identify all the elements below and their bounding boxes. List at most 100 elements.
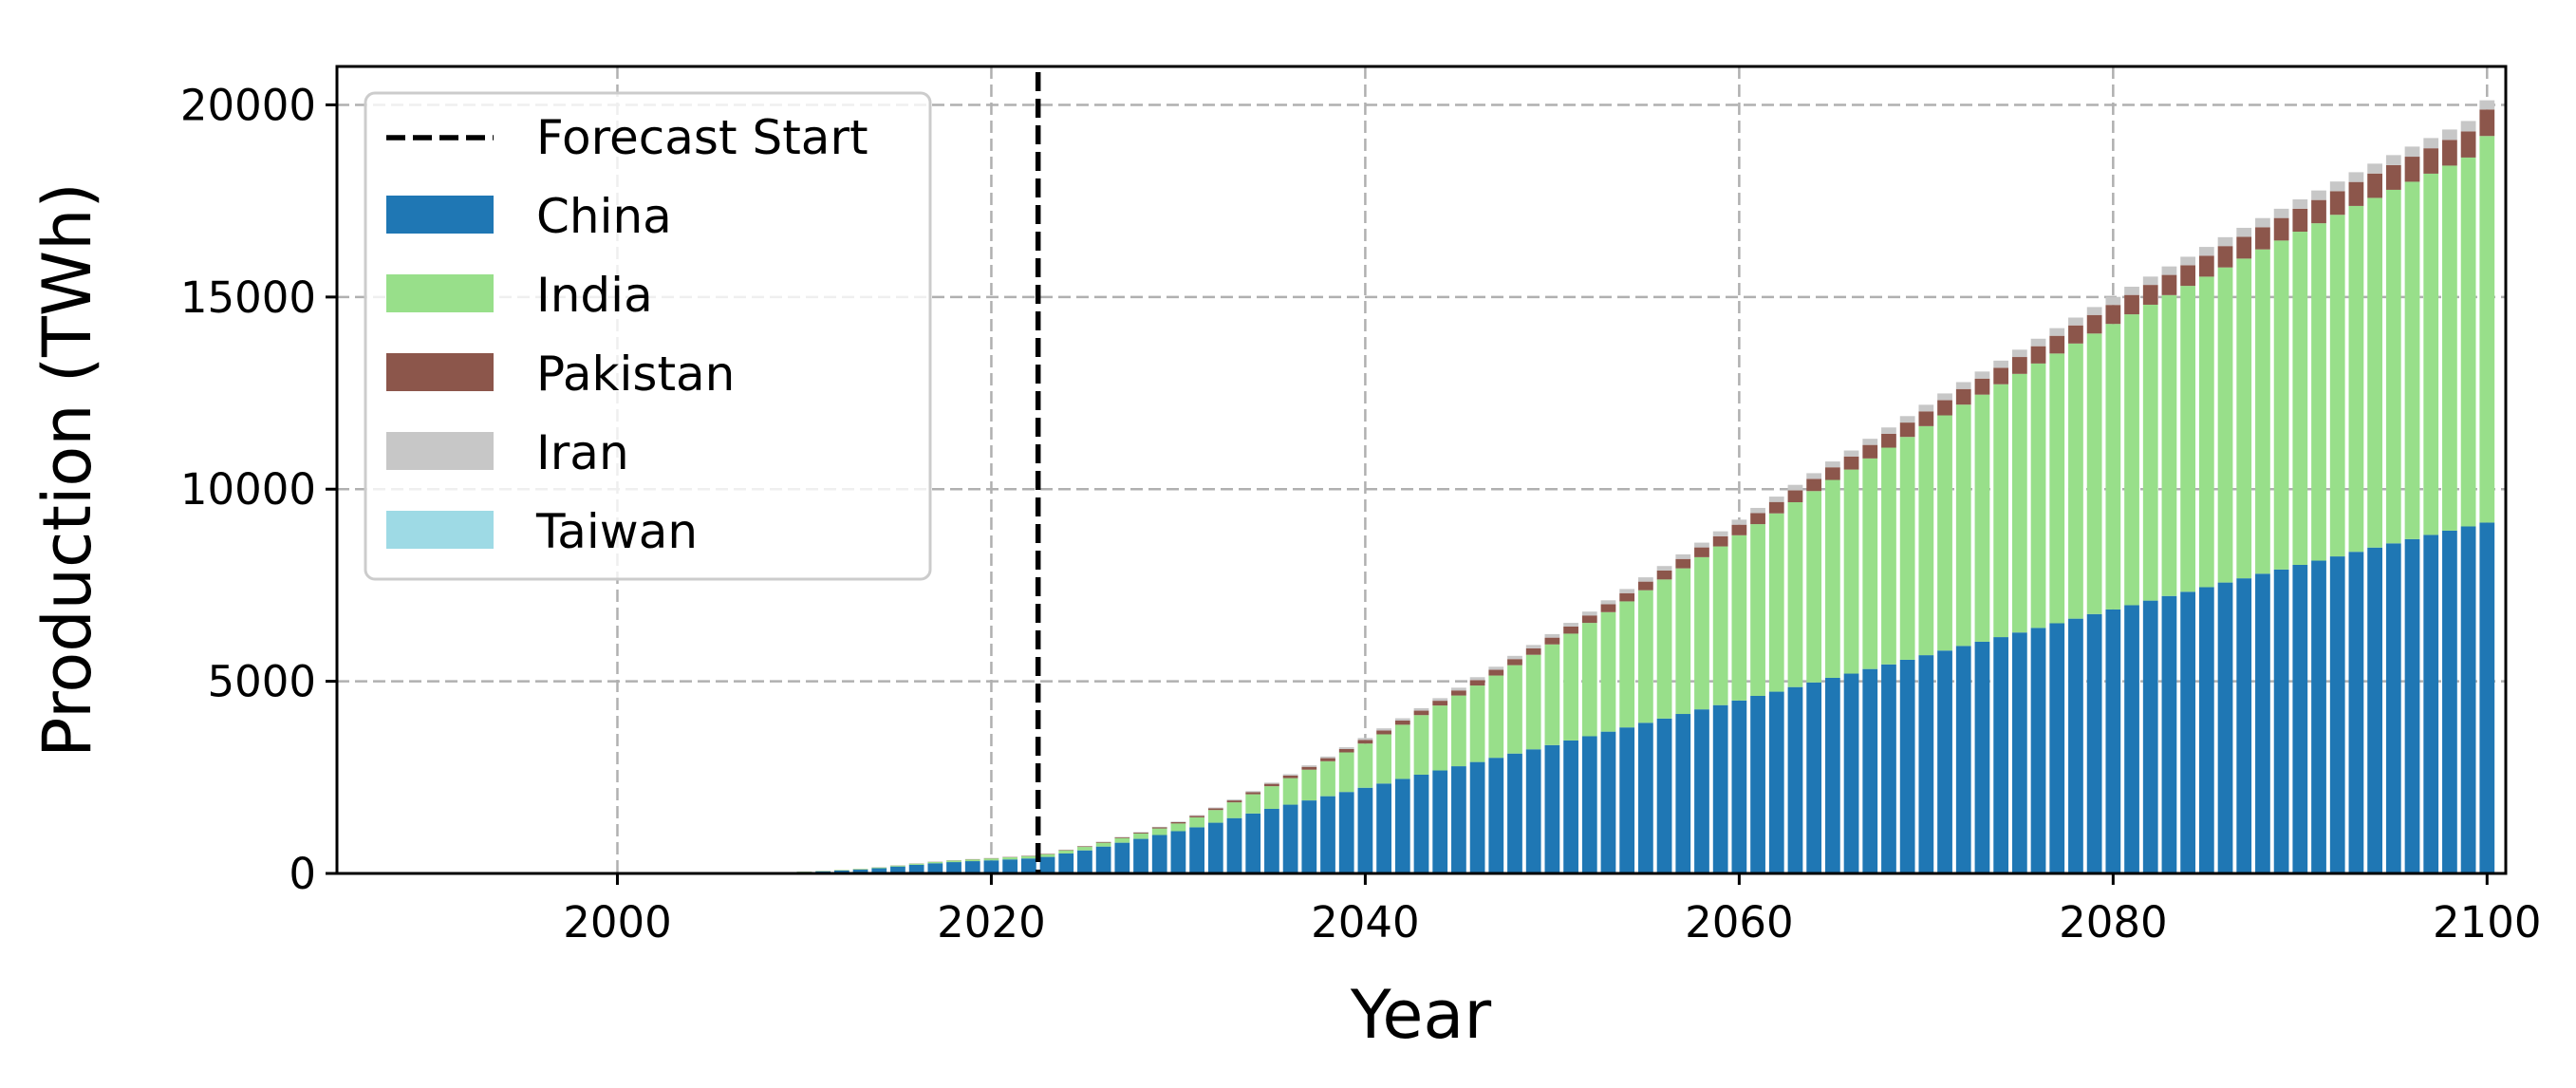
bar-iran-2032 [1207,807,1223,809]
bar-pakistan-2052 [1581,615,1597,624]
x-tick-label: 2000 [563,897,672,947]
bar-india-2023 [1039,854,1055,857]
bar-pakistan-2078 [2068,325,2083,344]
bar-china-2055 [1638,722,1653,873]
y-tick-label: 10000 [180,464,316,515]
legend-taiwan-swatch [386,511,494,549]
legend-pakistan-swatch [386,353,494,391]
bar-china-2030 [1170,831,1186,873]
bar-china-2053 [1600,731,1616,873]
bar-india-2035 [1264,786,1279,809]
bar-china-2039 [1338,792,1354,873]
bar-pakistan-2054 [1619,592,1635,602]
bar-pakistan-2055 [1638,581,1653,591]
bar-iran-2029 [1151,826,1167,828]
bar-india-2015 [890,865,905,867]
bar-pakistan-2027 [1114,836,1130,838]
bar-iran-2038 [1320,756,1335,759]
bar-pakistan-2086 [2217,246,2233,268]
bar-india-2026 [1095,842,1111,847]
bar-india-2093 [2348,205,2364,553]
bar-china-2092 [2329,556,2345,873]
bar-iran-2033 [1226,799,1242,801]
bar-pakistan-2064 [1806,478,1822,492]
bar-pakistan-2053 [1600,604,1616,612]
bar-iran-2095 [2385,155,2401,165]
bar-india-2085 [2198,276,2214,588]
bar-iran-2041 [1376,728,1391,731]
bar-china-2022 [1020,858,1036,873]
bar-pakistan-2030 [1170,821,1186,824]
bar-india-2051 [1563,633,1578,741]
bar-iran-2058 [1694,542,1709,548]
bar-india-2040 [1357,743,1373,788]
bars [609,100,2495,873]
bar-india-2050 [1544,644,1560,745]
bar-china-2050 [1544,744,1560,873]
bar-pakistan-2050 [1544,637,1560,645]
bar-india-2084 [2180,286,2196,592]
bar-china-2077 [2049,623,2065,873]
bar-china-2060 [1731,700,1747,873]
bar-china-2079 [2086,613,2102,873]
bar-iran-2036 [1282,774,1298,776]
bar-china-2087 [2236,578,2252,873]
bar-pakistan-2040 [1357,740,1373,744]
bar-china-2088 [2255,573,2270,873]
bar-china-2072 [1955,646,1971,873]
bar-pakistan-2089 [2273,217,2289,241]
y-axis-label: Production (TWh) [28,182,106,758]
bar-iran-2072 [1955,382,1971,389]
bar-china-2098 [2442,530,2457,873]
bar-china-2062 [1768,691,1784,873]
bar-china-2034 [1245,813,1261,873]
bar-india-2100 [2479,136,2495,523]
bar-pakistan-2075 [2011,357,2027,374]
bar-india-2038 [1320,760,1335,797]
bar-china-2056 [1656,718,1672,873]
bar-china-2012 [833,870,849,873]
bar-india-2090 [2292,232,2308,565]
bar-china-2057 [1675,714,1691,873]
bar-india-2029 [1151,828,1167,835]
bar-china-2078 [2068,618,2083,873]
bar-india-2022 [1020,855,1036,859]
bar-iran-2077 [2049,328,2065,336]
bar-iran-2086 [2217,236,2233,247]
bar-india-2057 [1675,568,1691,715]
x-tick-label: 2040 [1311,897,1420,947]
bar-iran-2053 [1600,600,1616,605]
bar-india-2069 [1899,437,1915,660]
bar-china-2026 [1095,846,1111,873]
bar-china-2040 [1357,787,1373,873]
bar-iran-2049 [1525,645,1541,648]
bar-china-2020 [983,860,999,873]
bar-india-2094 [2367,197,2382,548]
bar-india-2016 [908,863,924,865]
bar-pakistan-2025 [1077,846,1092,848]
bar-china-2016 [908,864,924,873]
bar-india-2091 [2311,223,2326,561]
x-tick-label: 2100 [2433,897,2542,947]
bar-india-2047 [1488,675,1504,759]
bar-china-2100 [2479,522,2495,873]
bar-china-2086 [2217,582,2233,873]
bar-iran-2088 [2255,217,2270,228]
x-axis-ticks: 2000 2020 2040 2060 2080 2100 [563,873,2542,947]
bar-iran-2089 [2273,208,2289,218]
bar-india-2067 [1862,458,1878,669]
bar-pakistan-2045 [1451,690,1466,696]
bar-pakistan-2032 [1207,808,1223,811]
bar-india-2018 [946,860,961,863]
bar-china-2073 [1974,641,1990,873]
bar-india-2017 [927,861,943,864]
bar-india-2098 [2442,165,2457,531]
bar-china-2038 [1320,796,1335,873]
bar-pakistan-2094 [2367,173,2382,198]
bar-iran-2048 [1507,655,1522,660]
bar-pakistan-2028 [1133,832,1148,834]
bar-china-2071 [1937,650,1952,873]
bar-india-2042 [1394,724,1410,779]
bar-china-2082 [2142,600,2158,873]
bar-iran-2066 [1843,450,1859,457]
